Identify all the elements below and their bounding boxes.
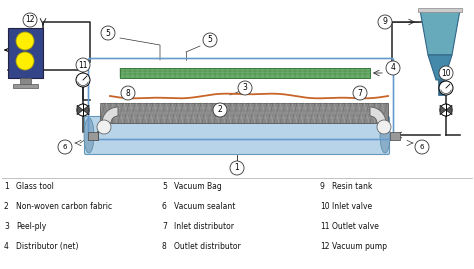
- Circle shape: [76, 58, 90, 72]
- Bar: [13, 84, 38, 88]
- Circle shape: [121, 86, 135, 100]
- Circle shape: [23, 13, 37, 27]
- Text: 11: 11: [78, 61, 88, 69]
- Text: 11: 11: [320, 222, 329, 231]
- Circle shape: [353, 86, 367, 100]
- Circle shape: [58, 140, 72, 154]
- Bar: [20, 78, 31, 84]
- Circle shape: [16, 52, 34, 70]
- Bar: [390, 132, 400, 140]
- Text: Distributor (net): Distributor (net): [16, 242, 79, 251]
- Polygon shape: [428, 55, 452, 80]
- Text: 7: 7: [357, 89, 363, 97]
- Text: 1: 1: [4, 182, 9, 191]
- Text: Outlet valve: Outlet valve: [332, 222, 379, 231]
- Text: 3: 3: [4, 222, 9, 231]
- Text: 4: 4: [4, 242, 9, 251]
- Text: 2: 2: [4, 202, 9, 211]
- Text: 3: 3: [243, 83, 247, 93]
- Text: 4: 4: [391, 63, 395, 73]
- Polygon shape: [440, 105, 446, 115]
- Text: 6: 6: [162, 202, 167, 211]
- Circle shape: [16, 32, 34, 50]
- Text: Vacuum sealant: Vacuum sealant: [174, 202, 236, 211]
- Text: 1: 1: [235, 164, 239, 172]
- Text: Non-woven carbon fabric: Non-woven carbon fabric: [16, 202, 112, 211]
- Text: 8: 8: [162, 242, 167, 251]
- Text: 5: 5: [208, 36, 212, 44]
- Wedge shape: [370, 107, 386, 123]
- Circle shape: [440, 104, 452, 116]
- Text: 10: 10: [320, 202, 329, 211]
- Bar: [418, 8, 462, 12]
- Text: 2: 2: [218, 105, 222, 115]
- Bar: [88, 132, 98, 140]
- Text: Resin tank: Resin tank: [332, 182, 373, 191]
- FancyBboxPatch shape: [84, 116, 390, 154]
- Text: 12: 12: [320, 242, 329, 251]
- Text: Glass tool: Glass tool: [16, 182, 54, 191]
- Circle shape: [439, 81, 453, 95]
- Text: 9: 9: [383, 17, 387, 27]
- Circle shape: [76, 73, 90, 87]
- Text: 5: 5: [162, 182, 167, 191]
- Bar: [438, 80, 446, 95]
- Ellipse shape: [380, 118, 390, 153]
- Text: Inlet valve: Inlet valve: [332, 202, 372, 211]
- Text: 9: 9: [320, 182, 325, 191]
- Bar: [8, 28, 43, 78]
- Circle shape: [439, 66, 453, 80]
- Bar: [120, 68, 370, 78]
- Polygon shape: [77, 105, 83, 115]
- Circle shape: [101, 26, 115, 40]
- Text: Outlet distributor: Outlet distributor: [174, 242, 241, 251]
- Wedge shape: [102, 107, 118, 123]
- Circle shape: [213, 103, 227, 117]
- Bar: [100, 103, 388, 123]
- Text: 6: 6: [63, 144, 67, 150]
- Text: 8: 8: [126, 89, 130, 97]
- Ellipse shape: [84, 118, 94, 153]
- Circle shape: [238, 81, 252, 95]
- Circle shape: [77, 104, 89, 116]
- Circle shape: [97, 120, 111, 134]
- Circle shape: [386, 61, 400, 75]
- Polygon shape: [420, 10, 460, 55]
- Text: Vacuum pump: Vacuum pump: [332, 242, 387, 251]
- Text: 7: 7: [162, 222, 167, 231]
- Polygon shape: [446, 105, 452, 115]
- Circle shape: [415, 140, 429, 154]
- Text: Vacuum Bag: Vacuum Bag: [174, 182, 222, 191]
- Circle shape: [203, 33, 217, 47]
- Text: Peel-ply: Peel-ply: [16, 222, 46, 231]
- Text: 10: 10: [441, 69, 451, 77]
- Text: 12: 12: [25, 16, 35, 24]
- Circle shape: [230, 161, 244, 175]
- Circle shape: [378, 15, 392, 29]
- Text: 5: 5: [106, 29, 110, 37]
- Polygon shape: [83, 105, 89, 115]
- Circle shape: [377, 120, 391, 134]
- Text: Inlet distributor: Inlet distributor: [174, 222, 234, 231]
- Text: 6: 6: [420, 144, 424, 150]
